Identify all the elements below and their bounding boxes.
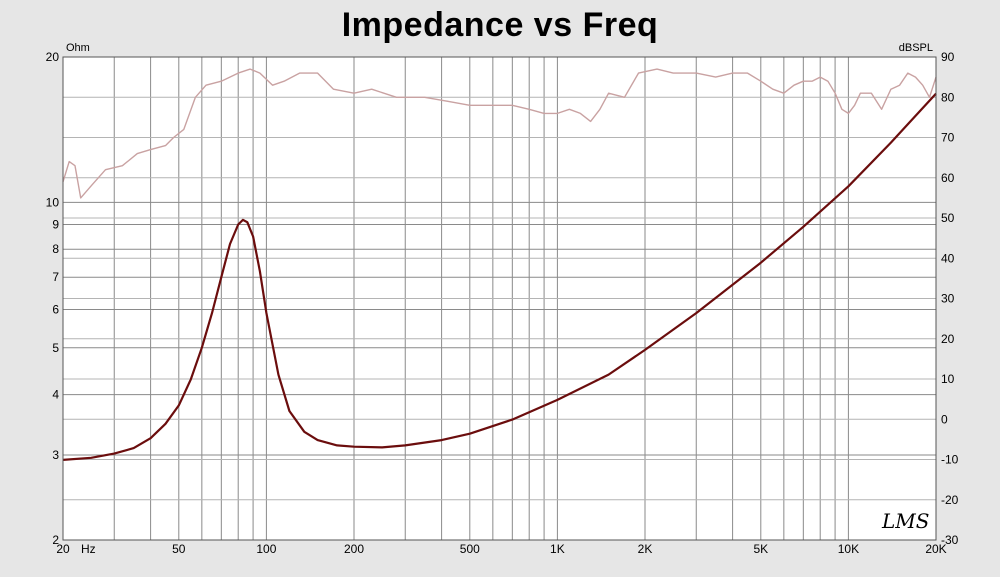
y-left-ticks: 2 3 4 5 6 7 8 9 10 20 [46,50,60,547]
x-tick-label: 2K [638,542,653,556]
y-right-tick-label: -30 [941,533,959,547]
y-left-tick-label: 3 [52,448,59,462]
y-right-tick-label: 0 [941,412,948,426]
y-right-tick-label: 70 [941,131,955,145]
y-left-tick-label: 7 [52,270,59,284]
y-right-tick-label: 10 [941,372,955,386]
y-right-tick-label: 80 [941,90,955,104]
x-tick-label: 20K [925,542,946,556]
y-right-ticks: -30 -20 -10 0 10 20 30 40 50 60 70 80 90 [941,50,959,547]
series-group [62,68,937,461]
y-left-tick-label: 10 [46,195,60,209]
y-right-tick-label: 40 [941,251,955,265]
y-right-tick-label: 60 [941,171,955,185]
lms-logo: LMS [881,509,929,533]
y-right-tick-label: 90 [941,50,955,64]
x-tick-label: 50 [172,542,186,556]
x-tick-label: 500 [460,542,480,556]
x-tick-label: 10K [838,542,859,556]
x-axis-ticks: 20 50 100 200 500 1K 2K 5K 10K 20K [56,542,946,556]
y-left-tick-label: 9 [52,217,59,231]
y-right-unit: dBSPL [899,42,933,54]
x-tick-label: 200 [344,542,364,556]
y-right-tick-label: 30 [941,292,955,306]
x-tick-label: 100 [256,542,276,556]
x-tick-label: 20 [56,542,70,556]
y-left-unit: Ohm [66,42,90,54]
y-left-tick-label: 6 [52,303,59,317]
y-left-tick-label: 8 [52,242,59,256]
impedance-line [62,92,937,461]
plot-frame [62,56,937,541]
x-tick-label: 1K [550,542,565,556]
x-tick-label: 5K [753,542,768,556]
y-left-tick-label: 5 [52,341,59,355]
y-left-tick-label: 4 [52,388,59,402]
y-right-tick-label: -10 [941,453,959,467]
chart-title: Impedance vs Freq [341,6,659,44]
y-right-tick-label: 20 [941,332,955,346]
spl-line [62,68,937,199]
y-left-tick-label: 2 [52,533,59,547]
y-right-tick-label: 50 [941,211,955,225]
y-left-tick-label: 20 [46,50,60,64]
y-right-tick-label: -20 [941,493,959,507]
x-axis-unit: Hz [81,542,96,556]
